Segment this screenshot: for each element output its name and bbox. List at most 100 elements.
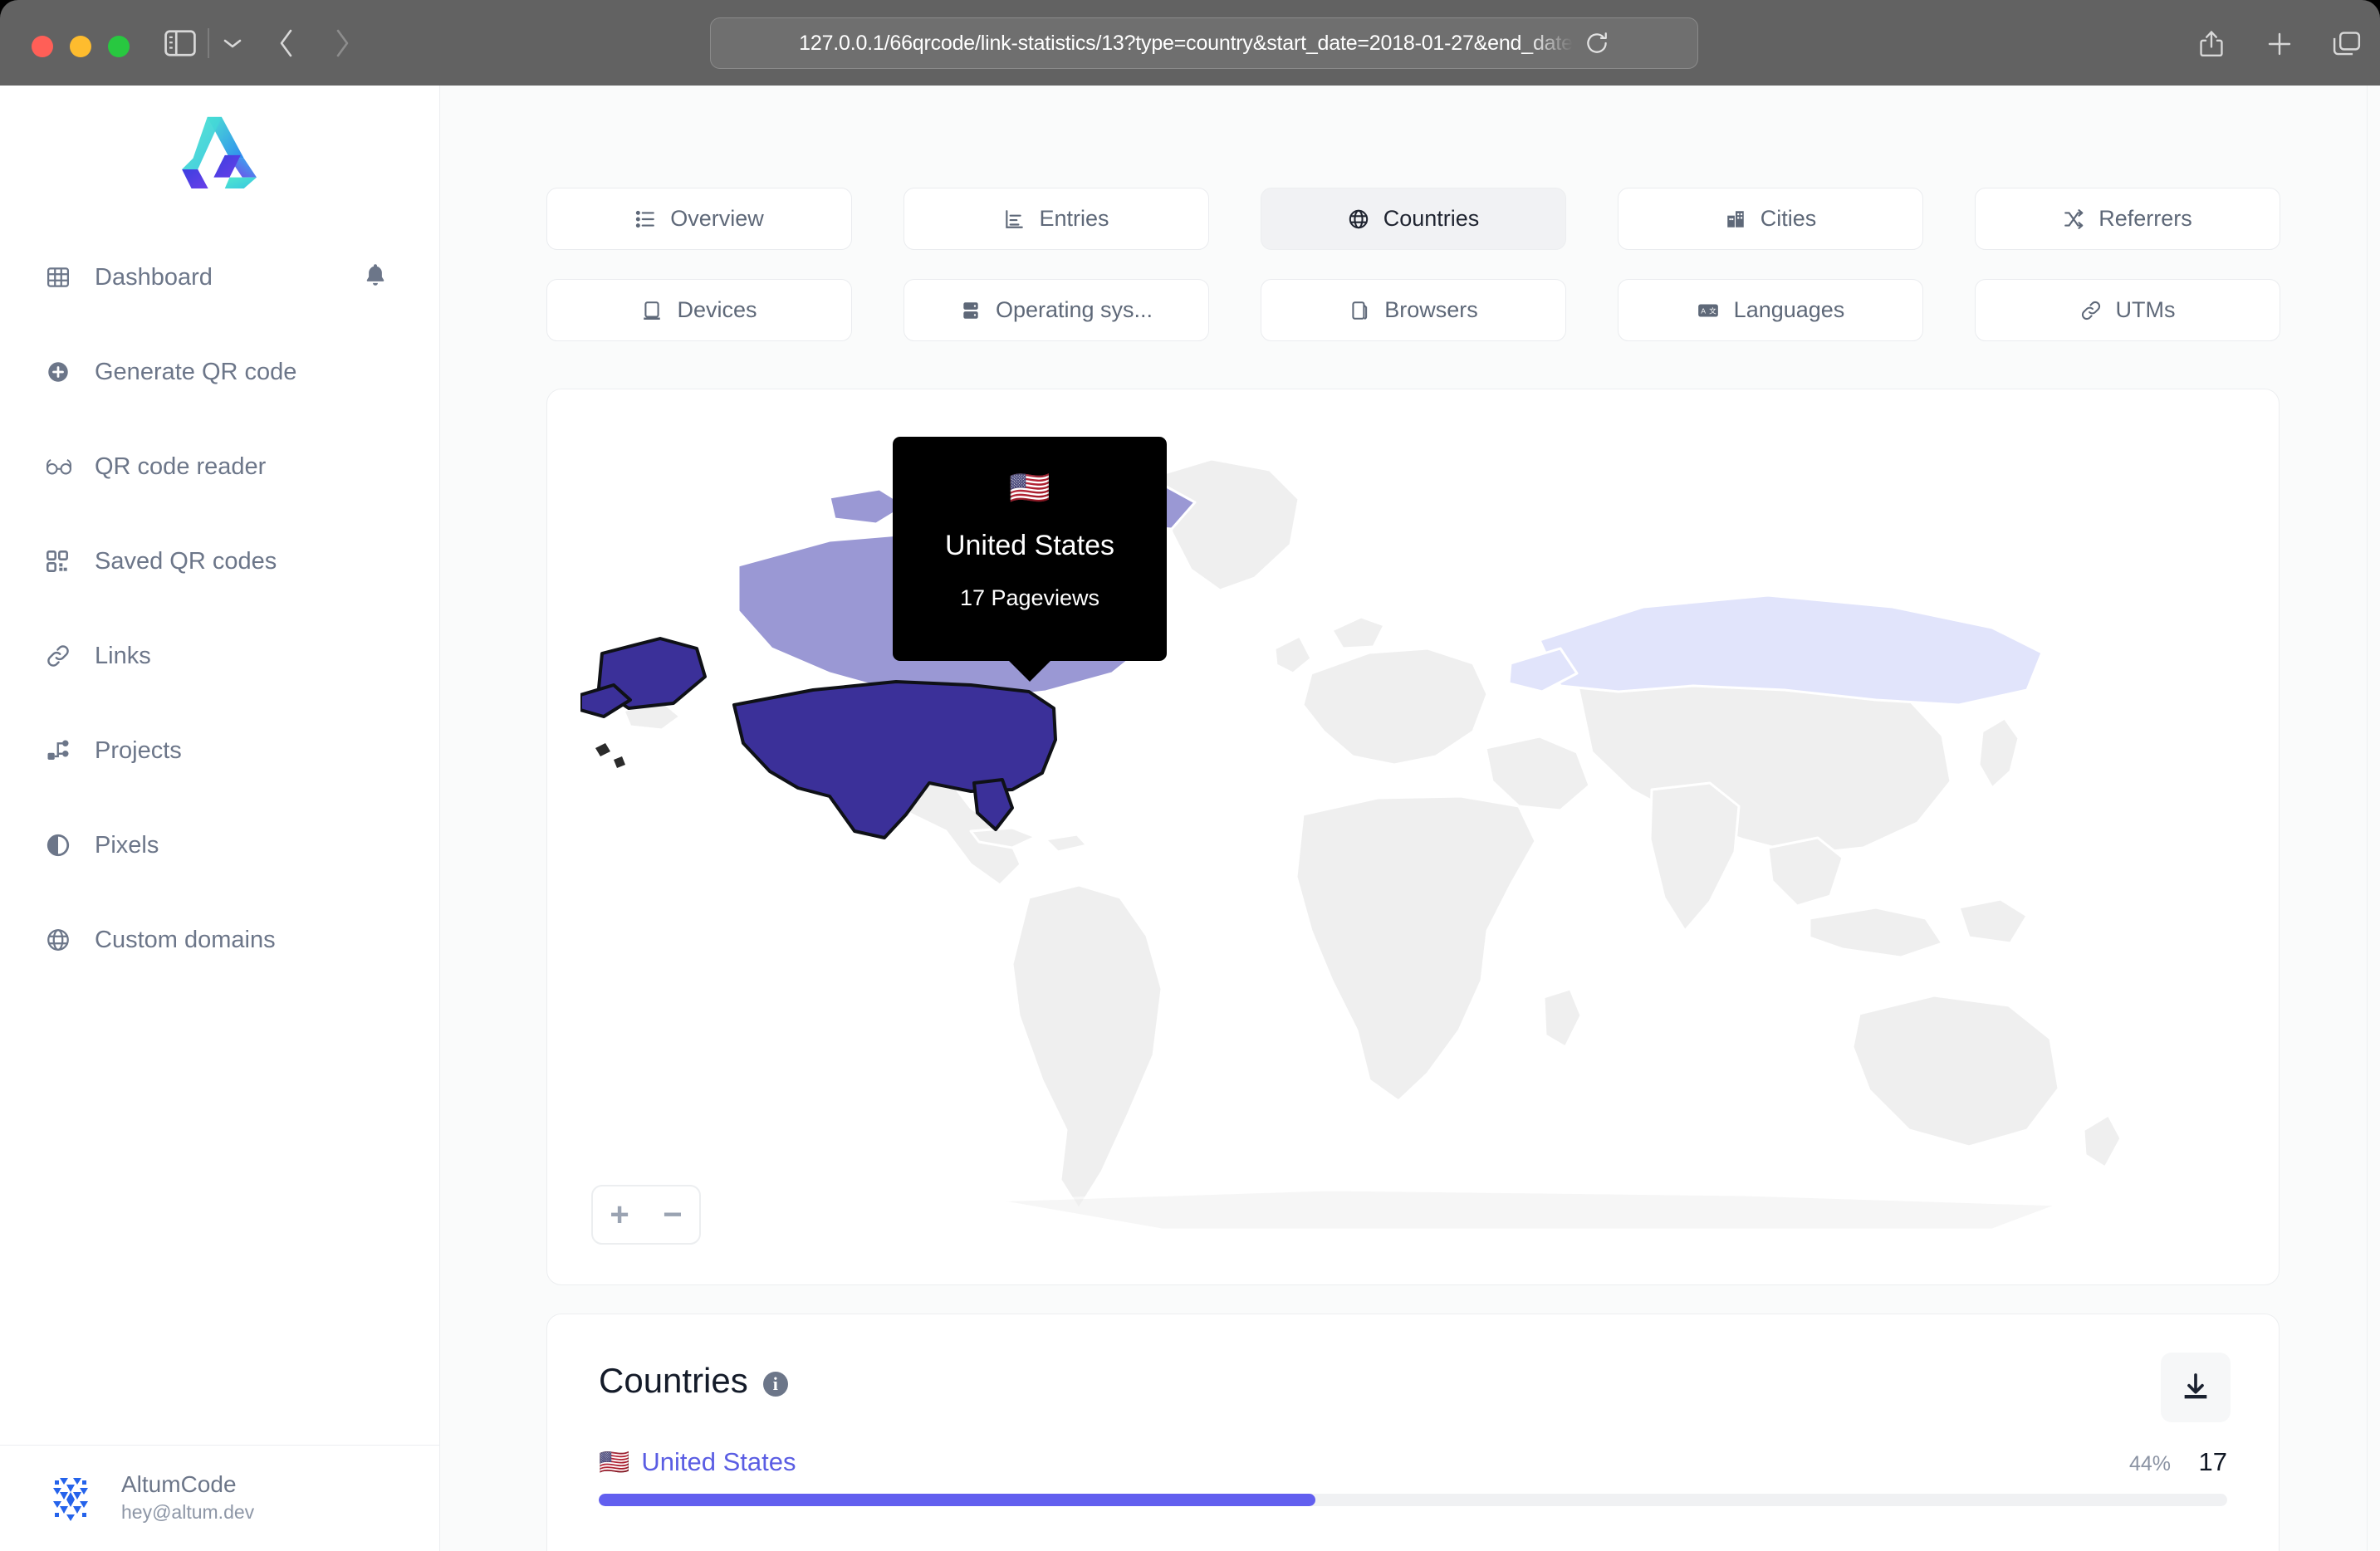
sidebar-toggle-icon[interactable] bbox=[158, 25, 203, 61]
sidebar-item-saved-qr-codes[interactable]: Saved QR codes bbox=[0, 514, 439, 609]
reload-icon[interactable] bbox=[1584, 31, 1609, 56]
tab-cities[interactable]: Cities bbox=[1618, 188, 1923, 250]
toolbar-divider bbox=[208, 28, 209, 58]
sidebar-item-dashboard[interactable]: Dashboard bbox=[0, 230, 439, 325]
sidebar-item-label: Links bbox=[95, 642, 151, 669]
tab-label: Referrers bbox=[2098, 206, 2192, 231]
sidebar-item-label: Saved QR codes bbox=[95, 547, 277, 575]
user-account[interactable]: AltumCode hey@altum.dev bbox=[0, 1445, 439, 1551]
progress-track bbox=[599, 1494, 2227, 1506]
glasses-icon bbox=[46, 456, 79, 477]
avatar bbox=[42, 1469, 100, 1528]
zoom-in-button[interactable]: + bbox=[610, 1196, 629, 1233]
statistics-tabs: Overview Entries bbox=[440, 86, 2365, 370]
list-icon bbox=[634, 208, 656, 230]
world-map-card: 🇺🇸 United States 17 Pageviews + − bbox=[546, 389, 2280, 1285]
progress-fill bbox=[599, 1494, 1315, 1506]
qr-code-icon bbox=[46, 550, 79, 573]
zoom-window-button[interactable] bbox=[108, 36, 130, 57]
country-count: 17 bbox=[2198, 1447, 2227, 1476]
sidebar-nav: Dashboard bbox=[0, 218, 439, 1445]
tablet-icon bbox=[641, 300, 663, 321]
country-name: United States bbox=[944, 530, 1115, 561]
nav-forward-icon[interactable] bbox=[320, 25, 365, 61]
table-row: 🇺🇸 United States 44% 17 bbox=[599, 1447, 2227, 1506]
country-link[interactable]: United States bbox=[641, 1447, 796, 1476]
sidebar-item-label: Projects bbox=[95, 736, 182, 764]
main-content: Overview Entries bbox=[440, 86, 2380, 1551]
link-icon bbox=[2080, 300, 2102, 321]
sidebar-item-label: Custom domains bbox=[95, 926, 276, 953]
map-zoom-controls: + − bbox=[591, 1185, 701, 1245]
half-circle-icon bbox=[46, 833, 79, 858]
sidebar-item-label: Generate QR code bbox=[95, 358, 297, 385]
link-icon bbox=[46, 643, 79, 668]
sidebar-item-links[interactable]: Links bbox=[0, 609, 439, 703]
sidebar-item-label: Dashboard bbox=[95, 263, 213, 291]
scrollbar[interactable] bbox=[2367, 86, 2380, 1551]
bar-chart-icon bbox=[1003, 208, 1025, 230]
tab-browsers[interactable]: Browsers bbox=[1261, 279, 1566, 341]
download-icon[interactable] bbox=[2161, 1353, 2231, 1422]
map-tooltip: 🇺🇸 United States 17 Pageviews bbox=[893, 437, 1167, 661]
tab-utms[interactable]: UTMs bbox=[1975, 279, 2280, 341]
tab-label: Operating sys... bbox=[995, 297, 1153, 322]
address-bar[interactable]: 127.0.0.1/66qrcode/link-statistics/13?ty… bbox=[710, 17, 1698, 69]
user-email: hey@altum.dev bbox=[121, 1501, 255, 1524]
sidebar-item-pixels[interactable]: Pixels bbox=[0, 798, 439, 893]
tab-overview[interactable]: Overview bbox=[546, 188, 852, 250]
sidebar-item-label: Pixels bbox=[95, 831, 159, 859]
country-percent: 44% bbox=[2128, 1452, 2171, 1475]
grid-icon bbox=[46, 265, 79, 290]
shuffle-icon bbox=[2063, 208, 2084, 230]
bell-icon[interactable] bbox=[363, 262, 388, 293]
globe-icon bbox=[46, 927, 79, 952]
page-title: Countries bbox=[599, 1361, 748, 1400]
tab-countries[interactable]: Countries bbox=[1261, 188, 1566, 250]
chevron-down-icon[interactable] bbox=[212, 25, 253, 61]
tab-entries[interactable]: Entries bbox=[904, 188, 1209, 250]
sidebar-item-projects[interactable]: Projects bbox=[0, 703, 439, 798]
sidebar-item-custom-domains[interactable]: Custom domains bbox=[0, 893, 439, 987]
tab-label: Languages bbox=[1733, 297, 1845, 322]
browser-toolbar: 127.0.0.1/66qrcode/link-statistics/13?ty… bbox=[0, 0, 2380, 86]
window-controls bbox=[32, 36, 130, 57]
tab-devices[interactable]: Devices bbox=[546, 279, 852, 341]
tab-languages[interactable]: A 文 Languages bbox=[1618, 279, 1923, 341]
page-viewport: Dashboard bbox=[0, 86, 2380, 1551]
sidebar-item-label: QR code reader bbox=[95, 453, 267, 480]
svg-text:文: 文 bbox=[1709, 306, 1716, 315]
altumcode-logo-icon bbox=[181, 116, 257, 188]
close-window-button[interactable] bbox=[32, 36, 53, 57]
tab-label: Entries bbox=[1039, 206, 1109, 231]
url-text: 127.0.0.1/66qrcode/link-statistics/13?ty… bbox=[799, 31, 1573, 55]
minimize-window-button[interactable] bbox=[70, 36, 91, 57]
world-map[interactable] bbox=[580, 399, 2250, 1238]
tab-label: Overview bbox=[670, 206, 764, 231]
plus-icon[interactable] bbox=[2260, 25, 2299, 63]
tab-overview-icon[interactable] bbox=[2328, 25, 2366, 63]
country-value: 17 Pageviews bbox=[959, 585, 1100, 610]
server-icon bbox=[960, 300, 982, 321]
tab-operating-systems[interactable]: Operating sys... bbox=[904, 279, 1209, 341]
info-icon[interactable]: i bbox=[762, 1372, 788, 1397]
project-tree-icon bbox=[46, 738, 79, 763]
country-flag: 🇺🇸 bbox=[599, 1449, 630, 1476]
translate-icon: A 文 bbox=[1697, 300, 1720, 321]
sidebar-item-generate-qr-code[interactable]: Generate QR code bbox=[0, 325, 439, 419]
user-name: AltumCode bbox=[121, 1470, 237, 1497]
tab-label: Browsers bbox=[1384, 297, 1478, 322]
tab-label: Cities bbox=[1760, 206, 1817, 231]
globe-icon bbox=[1348, 208, 1369, 230]
plus-circle-icon bbox=[46, 360, 79, 384]
share-icon[interactable] bbox=[2192, 25, 2231, 63]
country-flag: 🇺🇸 bbox=[1009, 470, 1050, 506]
tab-referrers[interactable]: Referrers bbox=[1975, 188, 2280, 250]
buildings-icon bbox=[1725, 208, 1746, 230]
zoom-out-button[interactable]: − bbox=[663, 1196, 683, 1233]
sidebar-item-qr-code-reader[interactable]: QR code reader bbox=[0, 419, 439, 514]
logo[interactable] bbox=[0, 86, 439, 218]
nav-back-icon[interactable] bbox=[264, 25, 309, 61]
user-text: AltumCode hey@altum.dev bbox=[121, 1471, 254, 1525]
